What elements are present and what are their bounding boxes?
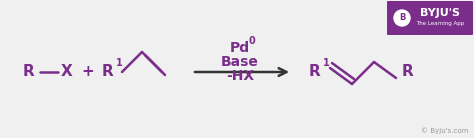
Text: -HX: -HX [226, 69, 254, 83]
Text: BYJU'S: BYJU'S [420, 8, 460, 18]
Text: X: X [61, 64, 73, 79]
Text: Base: Base [221, 55, 259, 69]
Text: R: R [22, 64, 34, 79]
Text: The Learning App: The Learning App [416, 22, 464, 26]
Text: 0: 0 [249, 36, 255, 46]
Text: Pd: Pd [230, 41, 250, 55]
Text: +: + [82, 64, 94, 79]
Text: B: B [399, 14, 405, 22]
Circle shape [394, 10, 410, 26]
Text: 1: 1 [323, 58, 329, 68]
Text: R: R [102, 64, 114, 79]
Text: R: R [309, 64, 321, 79]
Text: R: R [402, 64, 414, 79]
Text: © Byju's.com: © Byju's.com [420, 128, 468, 134]
FancyBboxPatch shape [387, 1, 473, 35]
Text: 1: 1 [116, 58, 122, 68]
